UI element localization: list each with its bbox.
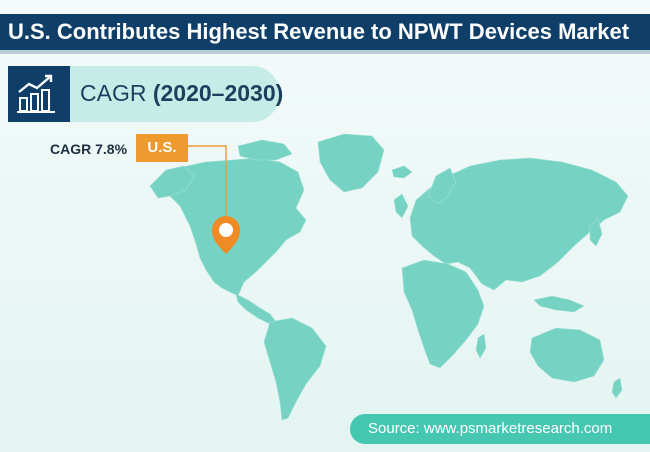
source-text: Source: www.psmarketresearch.com bbox=[368, 420, 613, 437]
location-pin-icon bbox=[212, 216, 240, 254]
central-america-landmass bbox=[235, 293, 277, 325]
source-bar: Source: www.psmarketresearch.com bbox=[350, 414, 650, 444]
callout-connector bbox=[188, 145, 227, 222]
title-bar: U.S. Contributes Highest Revenue to NPWT… bbox=[0, 14, 650, 50]
madagascar-landmass bbox=[475, 333, 487, 359]
cagr-period: (2020–2030) bbox=[152, 80, 284, 106]
eurasia-landmass bbox=[409, 157, 629, 291]
title-divider bbox=[0, 50, 650, 54]
cagr-icon-box bbox=[8, 66, 70, 122]
new-zealand-landmass bbox=[611, 377, 623, 399]
southeast-asia-islands-landmass bbox=[533, 295, 585, 313]
japan-landmass bbox=[589, 217, 603, 247]
arctic-islands-landmass bbox=[237, 139, 293, 161]
australia-landmass bbox=[529, 327, 605, 383]
cagr-label: CAGR bbox=[80, 80, 147, 106]
uk-landmass bbox=[393, 193, 409, 219]
greenland-landmass bbox=[317, 133, 385, 193]
scandinavia-landmass bbox=[427, 167, 457, 205]
cagr-header-text: CAGR (2020–2030) bbox=[80, 78, 283, 108]
alaska-landmass bbox=[149, 165, 195, 199]
bar-chart-growth-icon bbox=[17, 74, 55, 113]
iceland-landmass bbox=[391, 165, 413, 179]
south-america-landmass bbox=[263, 317, 327, 421]
region-tag: U.S. bbox=[136, 134, 188, 162]
cagr-value-label: CAGR 7.8% bbox=[50, 141, 128, 157]
africa-landmass bbox=[401, 259, 485, 369]
page-title: U.S. Contributes Highest Revenue to NPWT… bbox=[8, 19, 630, 44]
